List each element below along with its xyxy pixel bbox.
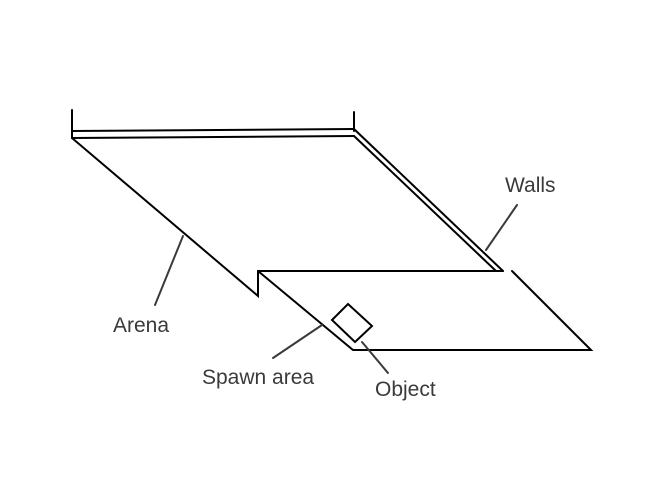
spawn-area-label: Spawn area [202,366,315,389]
arena-leader-line [154,235,184,306]
walls-label: Walls [505,174,556,197]
object-shape [330,302,374,344]
object-leader-line [361,341,389,374]
spawn-area [257,270,594,351]
object-label: Object [375,378,436,401]
side-wall [353,128,504,272]
back-wall [71,109,355,139]
arena-label: Arena [113,314,170,337]
spawn-area-leader-line [272,324,323,359]
arena-floor [71,137,504,299]
walls-leader-line [485,204,518,251]
